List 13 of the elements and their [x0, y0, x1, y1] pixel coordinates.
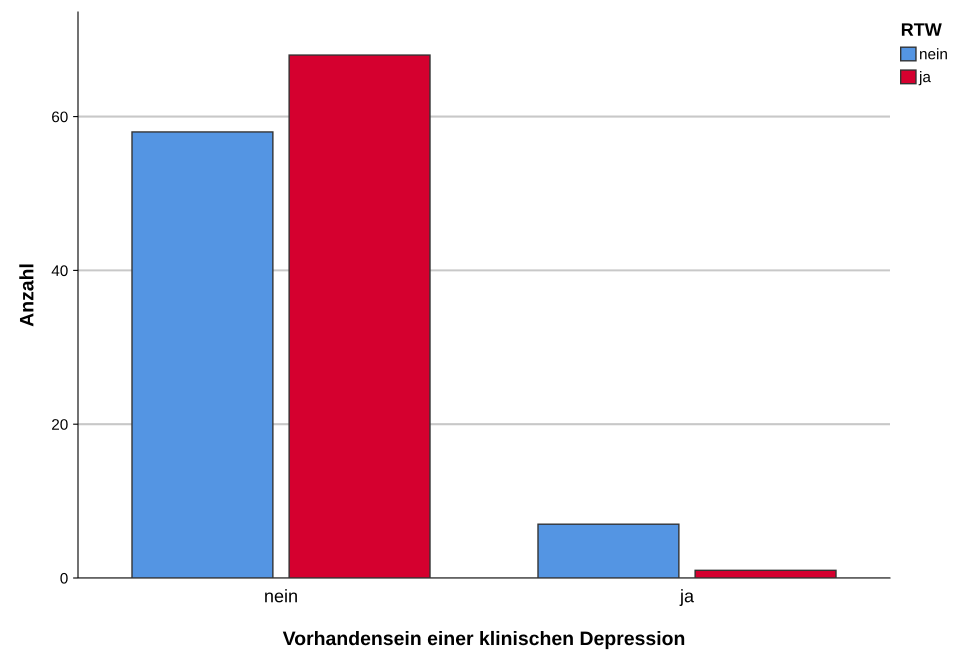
y-tick-label: 20 [52, 419, 68, 430]
legend-label: nein [920, 48, 947, 60]
y-tick-label: 60 [52, 111, 68, 122]
legend-label: ja [918, 71, 931, 86]
bar [288, 54, 431, 578]
bar [131, 131, 274, 578]
legend-title: RTW [902, 23, 942, 36]
bar [694, 570, 837, 578]
y-tick-label: 40 [52, 265, 68, 276]
bar [537, 523, 680, 578]
y-axis-title: Anzahl [19, 264, 34, 326]
y-tick-label: 0 [60, 572, 68, 584]
x-axis-title: Vorhandensein einer klinischen Depression [282, 630, 684, 650]
